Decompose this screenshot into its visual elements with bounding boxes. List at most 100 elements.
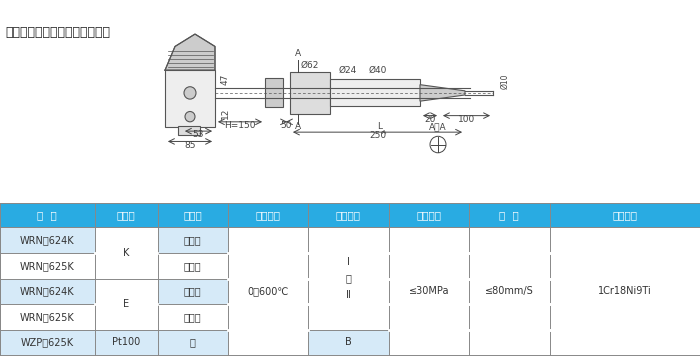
Bar (94, 278, 158, 304)
Text: A: A (382, 130, 386, 135)
Text: 保护材料: 保护材料 (612, 210, 637, 220)
Bar (0, 227, 94, 253)
Bar (0, 253, 94, 278)
Text: 0～600℃: 0～600℃ (247, 286, 288, 296)
Bar (94, 203, 158, 227)
Text: 接壳式: 接壳式 (183, 286, 202, 296)
Bar (228, 278, 308, 304)
Bar (94, 304, 158, 330)
Bar (178, 126, 200, 135)
Text: K: K (122, 248, 130, 258)
Polygon shape (165, 34, 215, 70)
Bar (228, 227, 308, 253)
Text: WRN－624K: WRN－624K (20, 235, 75, 245)
Bar (469, 278, 550, 304)
Bar (165, 70, 215, 127)
Bar (550, 227, 700, 355)
Text: Pt100: Pt100 (112, 337, 140, 347)
Bar (550, 253, 700, 278)
Text: 绝缘式: 绝缘式 (183, 235, 202, 245)
Text: 型  号: 型 号 (37, 210, 57, 220)
Text: Ø40: Ø40 (369, 66, 387, 75)
Bar (228, 203, 308, 227)
Text: L: L (377, 122, 382, 131)
Bar (389, 278, 469, 304)
Bar (0, 304, 94, 330)
Text: 47: 47 (221, 73, 230, 85)
Bar (94, 227, 158, 278)
Bar (308, 253, 388, 278)
Bar (94, 278, 158, 330)
Bar (389, 304, 469, 330)
Text: 250: 250 (369, 131, 386, 140)
Circle shape (185, 111, 195, 122)
Text: Ø62: Ø62 (301, 61, 319, 70)
Bar (158, 203, 228, 227)
Bar (469, 253, 550, 278)
Bar (94, 330, 158, 355)
Bar (158, 253, 228, 278)
Text: 1Cr18Ni9Ti: 1Cr18Ni9Ti (598, 286, 652, 296)
Text: ≤30MPa: ≤30MPa (409, 286, 449, 296)
Bar (550, 203, 700, 227)
Text: A: A (295, 122, 301, 131)
Bar (550, 278, 700, 304)
Bar (94, 227, 158, 253)
Text: WZP－625K: WZP－625K (21, 337, 74, 347)
Bar (265, 78, 283, 108)
Bar (550, 330, 700, 355)
Text: 接壳式: 接壳式 (183, 261, 202, 271)
Bar (308, 330, 388, 355)
Bar (228, 330, 308, 355)
Text: 50: 50 (281, 121, 293, 130)
Text: 测量范围: 测量范围 (256, 210, 280, 220)
Text: 工作端: 工作端 (183, 210, 202, 220)
Text: －: － (190, 337, 195, 347)
Text: 20: 20 (424, 115, 435, 124)
Bar (158, 227, 228, 253)
Bar (308, 227, 388, 330)
Bar (550, 227, 700, 253)
Bar (389, 330, 469, 355)
Text: Ø24: Ø24 (339, 66, 357, 75)
Bar (308, 304, 388, 330)
Bar (308, 227, 388, 253)
Polygon shape (420, 85, 465, 101)
Bar (469, 203, 550, 227)
Bar (0, 330, 94, 355)
Text: 53: 53 (193, 130, 204, 139)
Bar (389, 227, 469, 253)
Text: A－A: A－A (429, 122, 447, 131)
Text: 绝缘式: 绝缘式 (183, 312, 202, 322)
Bar (330, 79, 420, 106)
Text: A: A (295, 49, 301, 58)
Bar (389, 253, 469, 278)
Circle shape (430, 136, 446, 153)
Bar (0, 278, 94, 304)
Text: 85: 85 (184, 141, 196, 150)
Bar (228, 227, 308, 355)
Text: WRN－625K: WRN－625K (20, 312, 75, 322)
Text: Ø10: Ø10 (500, 73, 510, 89)
Bar (94, 253, 158, 278)
Text: ≤80mm/S: ≤80mm/S (485, 286, 533, 296)
Circle shape (184, 87, 196, 99)
Bar (550, 304, 700, 330)
Bar (94, 330, 158, 355)
Bar (0, 203, 94, 227)
Bar (158, 278, 228, 304)
Bar (469, 227, 550, 355)
Text: 12: 12 (221, 107, 230, 119)
Bar (469, 330, 550, 355)
Bar (228, 304, 308, 330)
Bar (389, 227, 469, 355)
Bar (308, 330, 388, 355)
Bar (158, 330, 228, 355)
Text: WRN－625K: WRN－625K (20, 261, 75, 271)
Text: E: E (123, 299, 129, 309)
Text: 公称压力: 公称压力 (416, 210, 441, 220)
Bar (308, 278, 388, 304)
Text: 100: 100 (458, 115, 475, 124)
Bar (290, 72, 330, 114)
Text: WRN－624K: WRN－624K (20, 286, 75, 296)
